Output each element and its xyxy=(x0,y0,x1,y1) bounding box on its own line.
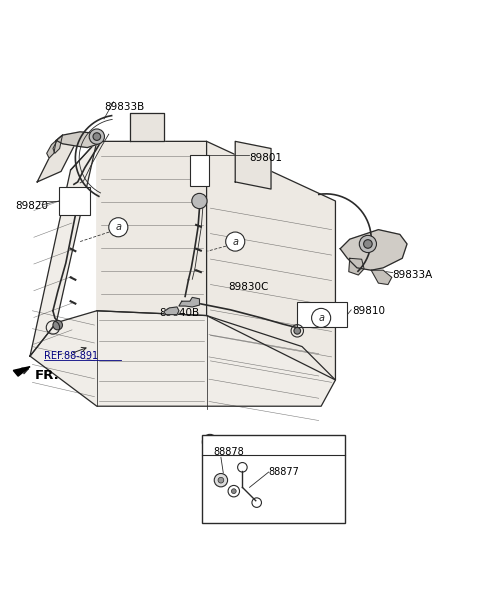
Text: 89833A: 89833A xyxy=(393,270,433,280)
Text: a: a xyxy=(207,438,213,447)
Bar xyxy=(191,155,209,185)
Circle shape xyxy=(231,489,236,493)
Text: a: a xyxy=(115,222,121,233)
Text: FR.: FR. xyxy=(35,368,60,382)
Polygon shape xyxy=(56,132,104,147)
Text: 89833B: 89833B xyxy=(104,102,144,111)
Circle shape xyxy=(192,193,207,209)
Polygon shape xyxy=(47,140,56,158)
Text: 89820: 89820 xyxy=(16,201,48,211)
Polygon shape xyxy=(30,311,336,406)
Text: 89801: 89801 xyxy=(250,153,283,163)
Polygon shape xyxy=(53,135,62,153)
Text: 89830C: 89830C xyxy=(228,282,268,292)
Polygon shape xyxy=(179,297,199,307)
Bar xyxy=(297,302,348,327)
Circle shape xyxy=(312,308,331,327)
Polygon shape xyxy=(37,134,80,182)
Circle shape xyxy=(93,133,101,140)
Text: 88878: 88878 xyxy=(214,447,244,457)
Polygon shape xyxy=(13,367,30,376)
Polygon shape xyxy=(235,141,271,189)
Circle shape xyxy=(218,477,224,483)
Text: a: a xyxy=(232,237,238,247)
Circle shape xyxy=(294,327,300,334)
Polygon shape xyxy=(206,141,336,380)
Polygon shape xyxy=(30,141,97,356)
Text: 88877: 88877 xyxy=(269,467,300,477)
Polygon shape xyxy=(164,307,179,315)
Circle shape xyxy=(202,435,217,450)
Polygon shape xyxy=(97,141,206,316)
Circle shape xyxy=(109,218,128,237)
Circle shape xyxy=(360,236,376,253)
Text: 89810: 89810 xyxy=(352,306,385,316)
Polygon shape xyxy=(130,113,164,141)
Text: a: a xyxy=(318,313,324,323)
Polygon shape xyxy=(349,258,364,275)
Circle shape xyxy=(226,232,245,251)
Bar xyxy=(59,187,90,215)
Circle shape xyxy=(89,129,105,144)
Circle shape xyxy=(53,320,62,330)
Circle shape xyxy=(214,474,228,487)
Bar xyxy=(202,435,345,523)
Polygon shape xyxy=(371,271,392,285)
Circle shape xyxy=(364,240,372,248)
Polygon shape xyxy=(340,230,407,271)
Text: REF.88-891: REF.88-891 xyxy=(44,351,98,361)
Text: 89840B: 89840B xyxy=(159,308,199,318)
